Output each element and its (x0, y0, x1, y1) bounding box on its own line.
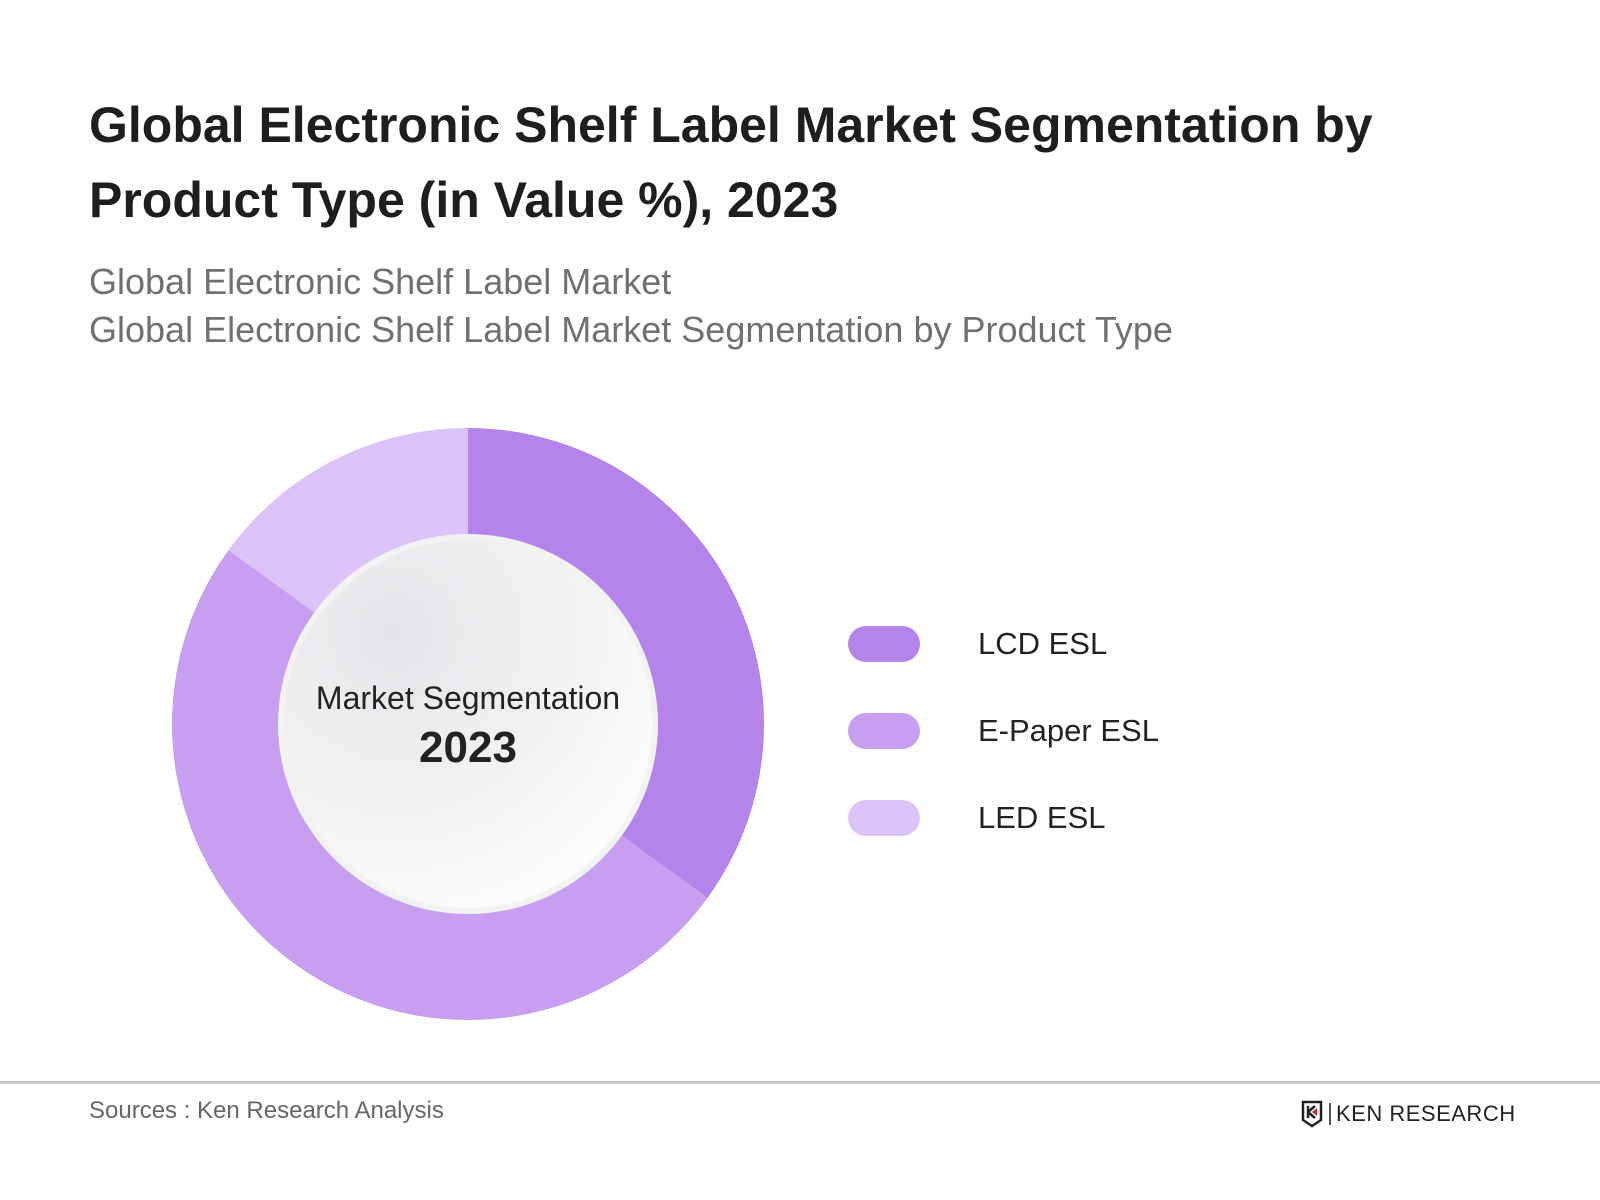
subtitle-line: Global Electronic Shelf Label Market (89, 261, 672, 302)
legend-label: LED ESL (978, 799, 1106, 835)
ken-research-logo: KEN RESEARCH (1300, 1100, 1516, 1128)
source-note: Sources : Ken Research Analysis (89, 1097, 444, 1124)
donut-hole (284, 540, 652, 908)
legend-swatch (848, 799, 920, 836)
legend-item: LCD ESL (848, 600, 1159, 687)
footer-divider (0, 1081, 1600, 1084)
center-label: Market Segmentation 2023 (268, 680, 668, 773)
legend-swatch (848, 625, 920, 662)
legend-label: LCD ESL (978, 625, 1108, 661)
legend-item: E-Paper ESL (848, 687, 1159, 774)
legend-item: LED ESL (848, 774, 1159, 861)
center-title: Market Segmentation (315, 680, 621, 716)
legend: LCD ESL E-Paper ESL LED ESL (848, 600, 1159, 861)
chart-title: Global Electronic Shelf Label Market Seg… (89, 97, 1373, 228)
center-year: 2023 (419, 723, 517, 772)
chart-subtitle: Global Electronic Shelf Label Market Glo… (89, 258, 1189, 354)
legend-label: E-Paper ESL (978, 712, 1159, 748)
logo-shield-icon (1301, 1100, 1323, 1128)
legend-swatch (848, 712, 920, 749)
subtitle-line: Global Electronic Shelf Label Market Seg… (89, 309, 1173, 350)
logo-text: KEN RESEARCH (1336, 1101, 1516, 1126)
